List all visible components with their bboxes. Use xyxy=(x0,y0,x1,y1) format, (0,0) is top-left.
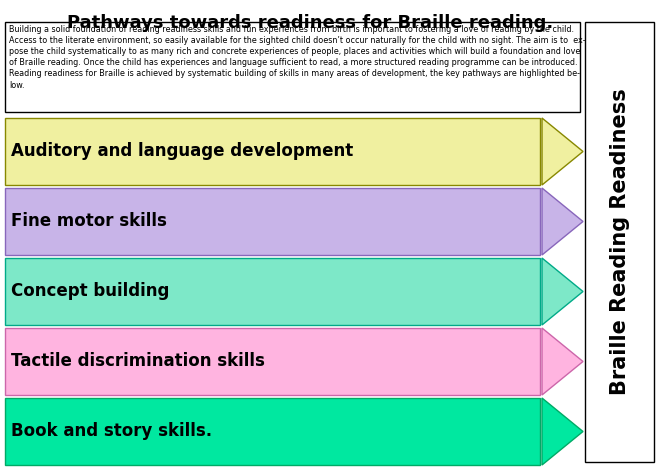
Bar xyxy=(5,398,540,465)
Bar xyxy=(5,118,540,185)
Text: Braille Reading Readiness: Braille Reading Readiness xyxy=(610,89,629,395)
Polygon shape xyxy=(542,258,583,325)
Bar xyxy=(5,258,540,325)
Text: Building a solid foundation of reading readiness skills and fun experiences from: Building a solid foundation of reading r… xyxy=(9,25,586,89)
Text: Tactile discrimination skills: Tactile discrimination skills xyxy=(11,352,265,370)
Polygon shape xyxy=(542,118,583,185)
Bar xyxy=(5,328,540,395)
Text: Pathways towards readiness for Braille reading.: Pathways towards readiness for Braille r… xyxy=(67,14,553,32)
Bar xyxy=(5,188,540,255)
Text: Book and story skills.: Book and story skills. xyxy=(11,423,212,440)
Polygon shape xyxy=(542,398,583,465)
Bar xyxy=(5,22,580,112)
Text: Concept building: Concept building xyxy=(11,282,169,300)
Bar xyxy=(585,22,654,462)
Text: Fine motor skills: Fine motor skills xyxy=(11,212,167,230)
Text: Auditory and language development: Auditory and language development xyxy=(11,142,353,160)
Polygon shape xyxy=(542,188,583,255)
Polygon shape xyxy=(542,328,583,395)
